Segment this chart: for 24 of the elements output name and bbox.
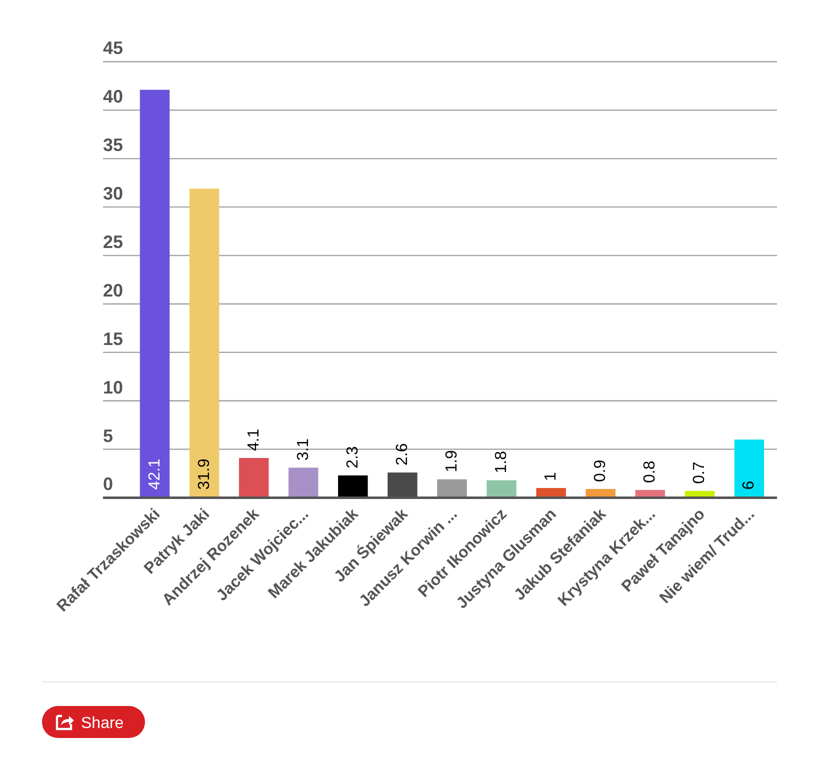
y-tick-label: 10 (103, 377, 124, 398)
data-label: 4.1 (245, 428, 262, 451)
y-tick-label: 25 (103, 232, 124, 252)
y-tick-label: 0 (103, 474, 114, 494)
data-label: 0.8 (642, 460, 659, 483)
data-label: 1.9 (444, 450, 460, 472)
y-tick-label: 15 (103, 328, 124, 349)
data-label: 1.8 (493, 450, 510, 474)
data-label: 2.3 (344, 446, 362, 468)
data-label: 1 (542, 472, 560, 482)
data-label: 6 (740, 480, 758, 490)
data-label: 3.1 (294, 438, 312, 461)
y-tick-label: 40 (103, 86, 124, 107)
y-tick-label: 5 (103, 426, 114, 446)
y-tick-label: 30 (103, 184, 124, 204)
data-label: 0.9 (592, 460, 610, 482)
y-tick-label: 20 (103, 280, 124, 300)
data-label: 42.1 (146, 458, 164, 490)
data-label: 2.6 (394, 443, 411, 466)
y-tick-label: 45 (103, 38, 124, 58)
text: Share (81, 715, 124, 732)
y-tick-label: 35 (103, 135, 124, 156)
data-label: 31.9 (196, 458, 213, 490)
data-label: 0.7 (691, 462, 708, 484)
